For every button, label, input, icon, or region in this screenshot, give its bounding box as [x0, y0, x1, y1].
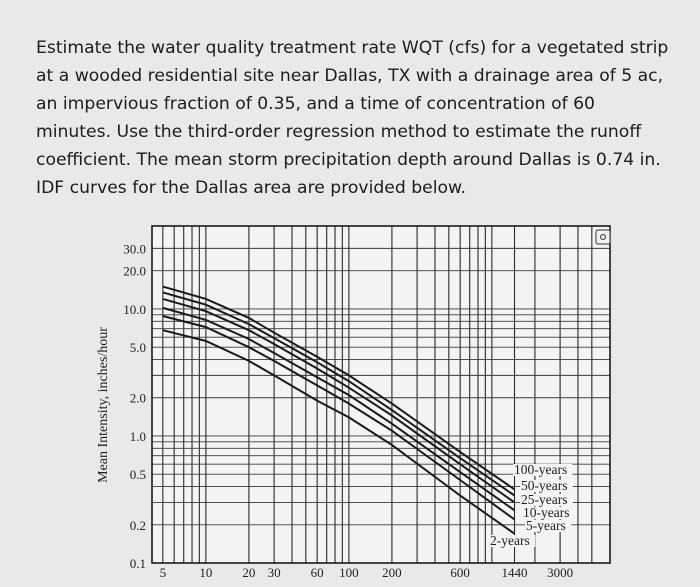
series-label: 50-years	[521, 478, 567, 493]
question-line: minutes. Use the third-order regression …	[36, 122, 642, 142]
question-line: at a wooded residential site near Dallas…	[36, 66, 664, 86]
series-label: 10-years	[523, 505, 569, 520]
series-label-background	[520, 494, 573, 506]
x-tick-label: 1440	[502, 565, 528, 580]
series-label-background	[525, 520, 572, 532]
question-line: an impervious fraction of 0.35, and a ti…	[36, 94, 595, 114]
y-tick-label: 0.5	[130, 467, 146, 482]
x-tick-label: 20	[242, 565, 255, 580]
question-line: Estimate the water quality treatment rat…	[36, 38, 669, 58]
curve-100-years	[162, 285, 516, 491]
y-tick-label: 10.0	[123, 302, 146, 317]
x-tick-label: 200	[382, 565, 402, 580]
plot-frame	[151, 225, 611, 564]
plot-background	[152, 226, 610, 563]
y-axis-label: Mean Intensity, inches/hour	[96, 327, 111, 483]
y-tick-label: 0.1	[130, 556, 146, 571]
y-tick-label: 1.0	[130, 429, 146, 444]
x-tick-label: 600	[450, 565, 470, 580]
series-label-background	[520, 480, 573, 492]
series-label-background	[522, 507, 575, 519]
y-tick-label: 20.0	[123, 264, 146, 279]
question-line: coefficient. The mean storm precipitatio…	[36, 150, 661, 170]
series-label: 100-years	[514, 462, 567, 477]
series-label: 5-years	[526, 518, 566, 533]
expand-icon[interactable]	[595, 229, 611, 245]
y-tick-label: 5.0	[130, 340, 146, 355]
y-tick-label: 30.0	[123, 241, 146, 256]
x-tick-label: 5	[160, 565, 167, 580]
curve-5-years	[162, 315, 516, 521]
curve-10-years	[162, 306, 516, 512]
y-tick-label: 0.2	[130, 518, 146, 533]
x-tick-label: 60	[311, 565, 324, 580]
question-line: IDF curves for the Dallas area are provi…	[36, 178, 466, 198]
y-tick-label: 2.0	[130, 391, 146, 406]
labels: 5 10 20 30 60 100 200 600 1440 3000 30.0 20.0 10.0 5.…	[123, 241, 575, 580]
x-tick-label: 30	[268, 565, 281, 580]
question-text: Estimate the water quality treatment rat…	[36, 34, 686, 202]
x-tick-label: 100	[339, 565, 359, 580]
curve-2-years	[162, 329, 516, 535]
curve-25-years	[162, 297, 516, 504]
x-tick-label: 3000	[547, 565, 573, 580]
series-label: 25-years	[521, 492, 567, 507]
series-label-background	[489, 535, 536, 547]
x-tick-label: 10	[199, 565, 212, 580]
series-label-background	[513, 464, 573, 476]
series-label: 2-years	[490, 533, 530, 548]
curve-50-years	[162, 291, 516, 497]
curves	[162, 285, 516, 535]
